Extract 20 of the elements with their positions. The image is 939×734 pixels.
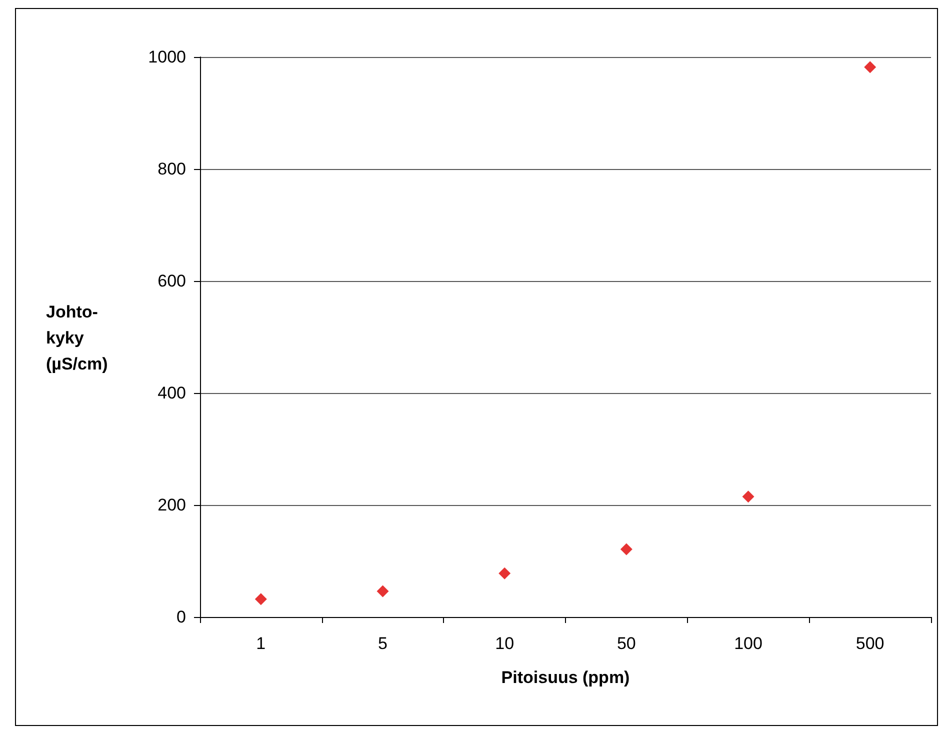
- y-tick-label: 1000: [148, 48, 186, 66]
- x-tick-label: 5: [378, 634, 388, 653]
- y-tick-label: 200: [158, 496, 186, 514]
- x-tick-label: 50: [616, 634, 636, 653]
- point: [254, 593, 267, 606]
- point: [742, 490, 754, 503]
- y-tick-label: 800: [158, 160, 186, 178]
- x-tick-label: 1: [256, 634, 266, 653]
- point: [620, 543, 632, 556]
- x-tick-label: 100: [734, 634, 762, 653]
- x-tick-label: 500: [856, 634, 884, 653]
- y-tick-label: 600: [158, 272, 186, 290]
- y-axis-title: Johto- kyky (µS/cm): [46, 302, 108, 374]
- x-axis-title: Pitoisuus (ppm): [501, 668, 630, 687]
- y-tick-label: 0: [176, 608, 186, 626]
- point: [376, 585, 389, 598]
- point: [498, 567, 511, 580]
- x-tick-label: 10: [495, 634, 514, 653]
- point: [864, 61, 876, 74]
- y-tick-label: 400: [158, 384, 186, 402]
